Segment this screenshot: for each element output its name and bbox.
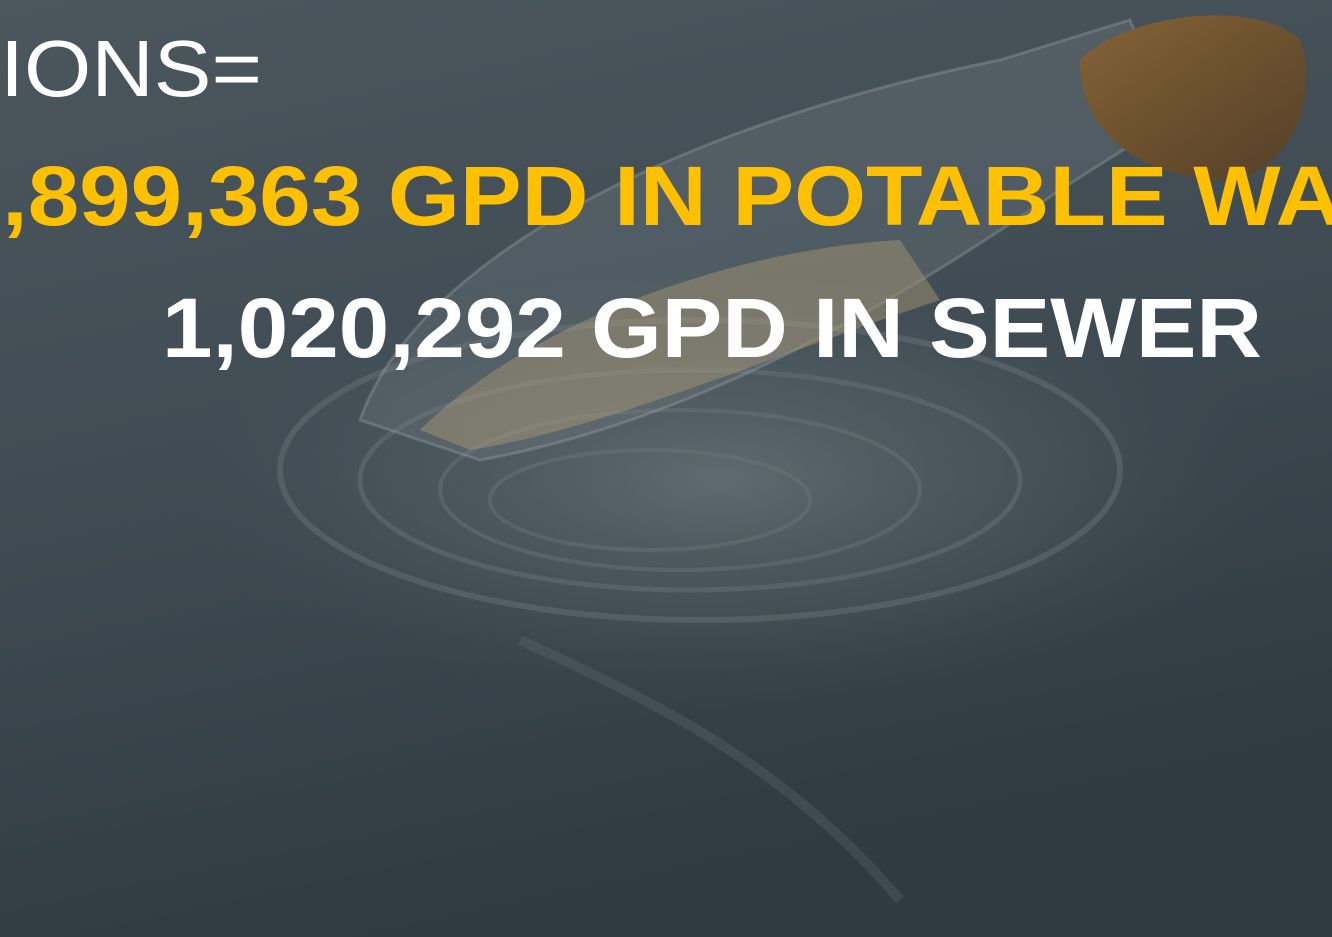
page: IONS= ,899,363 GPD IN POTABLE WAT 1,020,… bbox=[0, 0, 1332, 937]
sewer-line: 1,020,292 GPD IN SEWER bbox=[162, 281, 1262, 375]
heading-line: IONS= bbox=[0, 24, 262, 113]
slide: IONS= ,899,363 GPD IN POTABLE WAT 1,020,… bbox=[0, 0, 1332, 937]
potable-water-line: ,899,363 GPD IN POTABLE WAT bbox=[2, 149, 1332, 243]
